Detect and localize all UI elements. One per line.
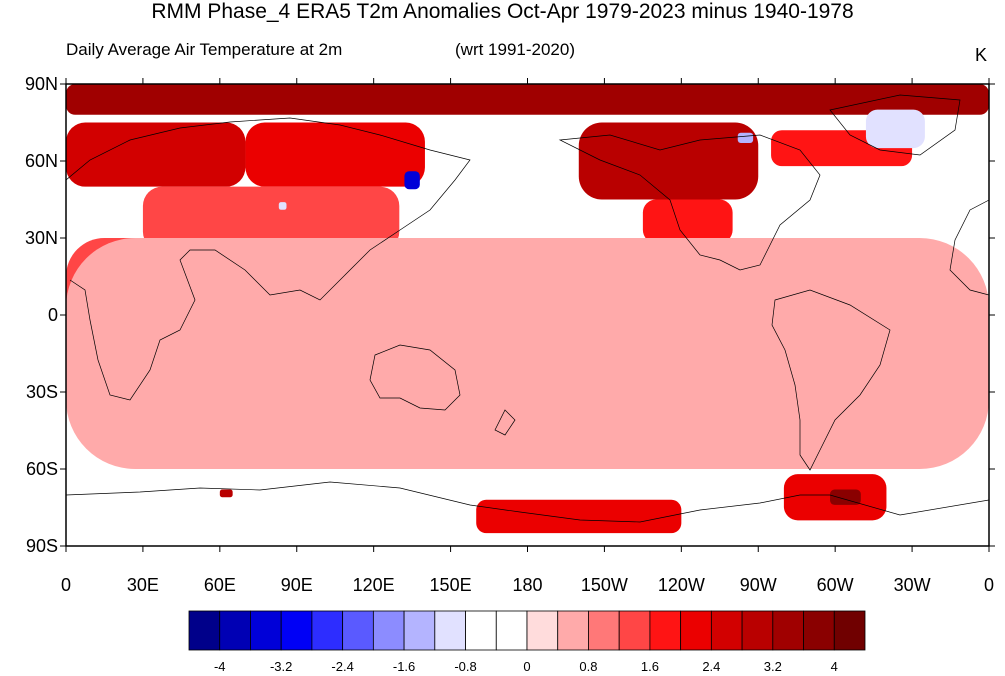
- latitude-labels: 90N 60N 30N 0 30S 60S 90S: [25, 74, 58, 556]
- lon-label: 90W: [740, 575, 777, 595]
- colorbar-swatch: [833, 610, 866, 651]
- lat-label: 90S: [26, 536, 58, 556]
- colorbar-swatch: [557, 610, 589, 651]
- lon-label: 0: [984, 575, 994, 595]
- colorbar-swatch: [342, 610, 374, 651]
- lon-label: 60W: [817, 575, 854, 595]
- colorbar-swatch: [280, 610, 313, 651]
- axis-ticks: [60, 78, 995, 552]
- colorbar-swatch: [372, 610, 405, 651]
- anomaly-region-11: [476, 499, 682, 534]
- anomaly-region-5: [642, 199, 733, 244]
- anomaly-region-0: [66, 84, 989, 115]
- colorbar-swatch: [680, 610, 712, 651]
- anomaly-region-10: [66, 238, 989, 469]
- coastline-south-america: [771, 289, 891, 471]
- anomaly-region-16: [865, 109, 925, 149]
- colorbar-swatch: [803, 610, 835, 651]
- colorbar-swatch: [741, 610, 774, 651]
- lat-label: 90N: [25, 74, 58, 94]
- colorbar-swatch: [250, 610, 282, 651]
- colorbar-label: 4: [831, 659, 838, 674]
- coastline-eurasia: [66, 117, 471, 401]
- lon-label: 120E: [353, 575, 395, 595]
- colorbar-swatch: [710, 610, 743, 651]
- anomaly-region-13: [830, 489, 861, 505]
- lat-label: 30S: [26, 382, 58, 402]
- lon-label: 180: [512, 575, 542, 595]
- anomaly-region-4: [578, 122, 759, 200]
- anomaly-region-3: [142, 186, 400, 251]
- anomaly-region-14: [219, 489, 233, 498]
- colorbar-swatch: [219, 610, 251, 651]
- colorbar-label: -1.6: [393, 659, 415, 674]
- coastline-north-america: [558, 134, 821, 271]
- anomaly-region-2: [245, 122, 425, 187]
- lat-label: 60S: [26, 459, 58, 479]
- lon-label: 60E: [204, 575, 236, 595]
- reference-period-subtitle: (wrt 1991-2020): [455, 40, 576, 59]
- coastline-australia: [369, 344, 461, 411]
- colorbar-label: -4: [214, 659, 226, 674]
- lat-label: 0: [48, 305, 58, 325]
- colorbar-label: 1.6: [641, 659, 659, 674]
- coastline-africa-west: [949, 199, 989, 296]
- anomaly-region-1: [66, 122, 246, 187]
- coastline-new-zealand: [494, 409, 516, 436]
- lon-label: 90E: [281, 575, 313, 595]
- lat-label: 30N: [25, 228, 58, 248]
- colorbar-swatch: [495, 610, 528, 651]
- anomaly-region-18: [278, 202, 287, 210]
- colorbar-swatch: [311, 610, 344, 651]
- colorbar-swatch: [526, 610, 559, 651]
- lon-label: 120W: [658, 575, 705, 595]
- lat-label: 60N: [25, 151, 58, 171]
- anomaly-region-15: [404, 171, 420, 190]
- colorbar-swatch: [434, 610, 466, 651]
- lon-label: 0: [61, 575, 71, 595]
- colorbar-swatch: [649, 610, 682, 651]
- units-label: K: [975, 45, 988, 65]
- lon-label: 150W: [581, 575, 628, 595]
- colorbar-swatch: [403, 610, 436, 651]
- colorbar-swatch: [465, 610, 497, 651]
- colorbar-label: 0: [523, 659, 530, 674]
- colorbar-swatch: [772, 610, 804, 651]
- coastline-greenland: [829, 94, 961, 156]
- colorbar-label: 0.8: [579, 659, 597, 674]
- lon-label: 150E: [430, 575, 472, 595]
- variable-subtitle: Daily Average Air Temperature at 2m: [66, 40, 343, 59]
- anomaly-region-17: [737, 132, 754, 144]
- colorbar-label: 3.2: [764, 659, 782, 674]
- colorbar-label: -0.8: [454, 659, 476, 674]
- colorbar-swatch: [588, 610, 620, 651]
- colorbar-swatch: [188, 610, 221, 651]
- map-title: RMM Phase_4 ERA5 T2m Anomalies Oct-Apr 1…: [151, 0, 854, 23]
- lon-label: 30W: [894, 575, 931, 595]
- coastlines: [66, 94, 989, 523]
- colorbar-label: 2.4: [702, 659, 720, 674]
- lon-label: 30E: [127, 575, 159, 595]
- longitude-labels: 0 30E 60E 90E 120E 150E 180 150W 120W 90W 60W 30W 0: [61, 575, 994, 595]
- anomaly-field: [66, 84, 989, 534]
- colorbar-label: -3.2: [270, 659, 292, 674]
- colorbar-labels: -4 -3.2 -2.4 -1.6 -0.8 0 0.8 1.6 2.4 3.2 4: [214, 659, 838, 674]
- colorbar-swatch: [618, 610, 651, 651]
- coastline-antarctica: [66, 481, 989, 523]
- colorbar-label: -2.4: [331, 659, 353, 674]
- colorbar: [188, 610, 866, 651]
